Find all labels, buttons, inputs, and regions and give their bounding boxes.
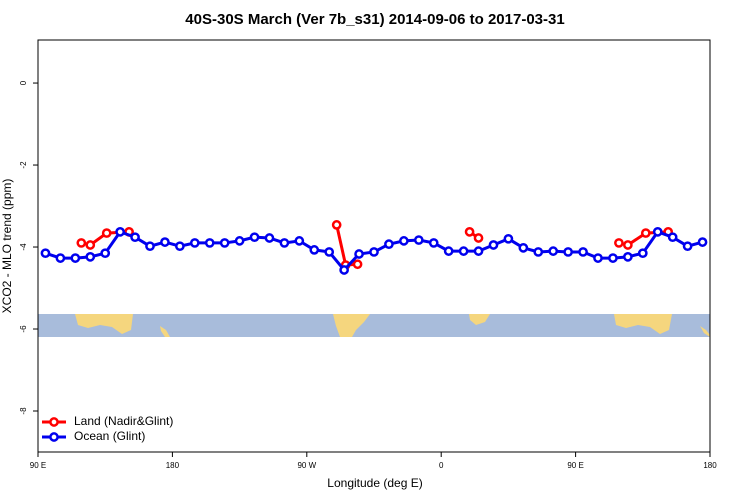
data-point <box>652 227 663 237</box>
y-tick-label: -8 <box>19 407 28 415</box>
data-point <box>249 232 260 243</box>
y-tick-label: 0 <box>19 80 28 85</box>
data-point <box>189 238 200 248</box>
data-point <box>518 242 529 253</box>
data-point <box>637 248 648 259</box>
x-tick-label: 0 <box>439 461 444 470</box>
data-point <box>145 241 155 252</box>
data-point <box>578 247 588 257</box>
y-axis-label: XCO2 - MLO trend (ppm) <box>0 179 14 314</box>
data-point <box>219 238 230 248</box>
data-point <box>352 259 363 270</box>
data-point <box>309 245 320 255</box>
data-point <box>85 252 96 262</box>
data-point <box>623 252 633 262</box>
data-point <box>160 237 170 247</box>
data-point <box>503 233 514 244</box>
data-point <box>548 246 559 256</box>
data-point <box>563 247 573 257</box>
data-point <box>458 246 469 256</box>
x-tick-label: 180 <box>166 461 180 470</box>
data-point <box>324 247 335 257</box>
data-point <box>533 247 544 257</box>
chart-title: 40S-30S March (Ver 7b_s31) 2014-09-06 to… <box>185 11 564 28</box>
map-strip <box>38 314 710 337</box>
data-point <box>279 238 290 248</box>
legend-marker <box>49 417 59 427</box>
data-point <box>413 235 424 245</box>
data-point <box>55 253 66 263</box>
legend-marker <box>49 432 59 442</box>
data-point <box>264 233 275 243</box>
data-point <box>339 265 349 275</box>
data-point <box>428 238 439 248</box>
y-tick-label: -4 <box>19 243 28 251</box>
data-point <box>331 220 342 230</box>
data-point <box>608 253 618 263</box>
data-point <box>667 232 678 243</box>
data-point <box>175 241 185 252</box>
data-point <box>369 247 379 257</box>
data-point <box>640 228 651 238</box>
data-point <box>384 239 394 250</box>
data-point <box>697 237 708 247</box>
data-point <box>399 236 409 246</box>
legend-label: Land (Nadir&Glint) <box>74 414 173 428</box>
data-point <box>682 241 693 252</box>
data-point <box>234 236 245 246</box>
data-point <box>101 228 112 238</box>
legend-label: Ocean (Glint) <box>74 429 145 443</box>
data-point <box>623 240 633 250</box>
data-point <box>100 248 111 259</box>
data-point <box>115 227 125 237</box>
plot-frame <box>37 39 711 453</box>
y-tick-label: -6 <box>19 325 28 333</box>
data-point <box>294 236 305 246</box>
data-point <box>354 249 364 259</box>
data-point <box>593 253 603 263</box>
data-point <box>204 238 215 248</box>
x-tick-label: 90 E <box>567 461 583 470</box>
data-point <box>443 246 454 256</box>
data-point <box>488 240 499 250</box>
data-point <box>464 227 475 237</box>
data-point <box>473 246 484 256</box>
data-point <box>130 232 140 243</box>
data-point <box>76 238 87 248</box>
data-point <box>70 253 81 263</box>
x-tick-label: 90 E <box>30 461 46 470</box>
y-tick-label: -2 <box>19 161 28 169</box>
x-axis-label: Longitude (deg E) <box>327 476 422 490</box>
x-tick-label: 90 W <box>297 461 316 470</box>
data-point <box>85 240 96 250</box>
data-point <box>473 233 484 243</box>
data-point <box>40 248 51 259</box>
data-point <box>614 238 624 248</box>
x-tick-label: 180 <box>703 461 717 470</box>
